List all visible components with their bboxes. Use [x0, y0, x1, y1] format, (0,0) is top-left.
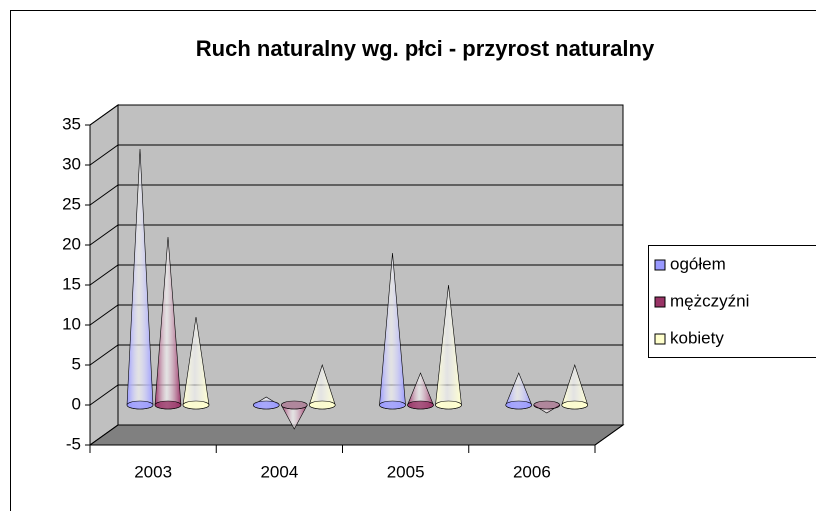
grid-line	[89, 184, 623, 206]
y-tick-label: 5	[72, 354, 81, 373]
grid-line	[89, 144, 623, 166]
y-tick-label: 35	[62, 114, 81, 133]
legend-label: mężczyźni	[670, 291, 749, 310]
grid-line	[89, 264, 623, 286]
y-tick-label: 10	[62, 314, 81, 333]
x-tick-label: 2003	[134, 462, 172, 481]
cone-base	[126, 400, 154, 410]
legend-label: ogółem	[670, 254, 726, 273]
cone-base	[561, 400, 589, 410]
cone-base	[533, 400, 561, 410]
grid-line	[89, 424, 623, 446]
y-tick-label: 30	[62, 154, 81, 173]
y-tick-label: 0	[72, 394, 81, 413]
legend-swatch	[654, 296, 666, 308]
x-tick-label: 2006	[513, 462, 551, 481]
grid-line	[89, 104, 623, 126]
cone-base	[435, 400, 462, 410]
cone-base	[182, 400, 210, 410]
x-axis-back	[594, 424, 624, 446]
y-tick-label: 20	[62, 234, 81, 253]
x-tick-label: 2004	[260, 462, 298, 481]
cone-base	[154, 400, 182, 410]
y-tick-label: 15	[62, 274, 81, 293]
floor	[88, 424, 625, 446]
y-tick-label: -5	[66, 434, 81, 453]
cone-base	[252, 400, 280, 410]
cone-base	[407, 400, 434, 410]
grid-line	[89, 304, 623, 326]
legend-swatch	[654, 259, 666, 271]
cone-base	[505, 400, 533, 410]
x-tick-label: 2005	[387, 462, 425, 481]
cone-base	[308, 400, 336, 410]
legend-box	[648, 245, 816, 358]
y-tick-label: 25	[62, 194, 81, 213]
legend-swatch	[654, 333, 666, 345]
cone-base	[379, 400, 406, 410]
cone-base	[280, 400, 308, 410]
grid-line	[89, 224, 623, 246]
legend-label: kobiety	[670, 328, 724, 347]
chart-title: Ruch naturalny wg. płci - przyrost natur…	[196, 36, 655, 61]
